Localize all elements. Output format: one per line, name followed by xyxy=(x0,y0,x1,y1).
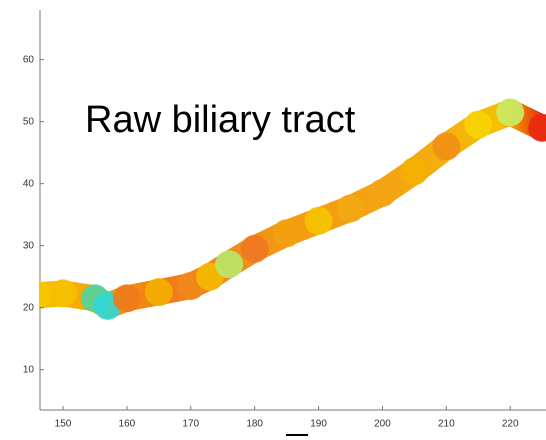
x-tick-label: 200 xyxy=(374,419,391,430)
chart: Raw biliary tract 150 160 170 180 190 200 210 2… xyxy=(0,0,546,440)
annotation: Raw biliary tract xyxy=(85,99,356,141)
tube-node xyxy=(368,179,396,207)
x-tick-label: 220 xyxy=(502,419,519,430)
tube-node xyxy=(400,157,428,185)
tube-node xyxy=(241,235,269,263)
y-tick-label: 50 xyxy=(23,116,35,127)
x-tick-label: 150 xyxy=(55,419,72,430)
y-tick-label: 20 xyxy=(23,302,35,313)
tube-node xyxy=(215,250,243,278)
x-tick-label: 210 xyxy=(438,419,455,430)
tube-node xyxy=(305,207,333,235)
tube-node xyxy=(432,132,460,160)
x-tick-label: 180 xyxy=(246,419,263,430)
tube-node xyxy=(273,219,301,247)
y-tick-label: 10 xyxy=(23,364,35,375)
y-tick-label: 30 xyxy=(23,240,35,251)
tube xyxy=(37,112,542,305)
tube-node xyxy=(464,111,492,139)
tube-node xyxy=(49,279,77,307)
x-tick-label: 160 xyxy=(119,419,136,430)
tube-node xyxy=(496,98,524,126)
y-tick-label: 40 xyxy=(23,178,35,189)
x-tick-label: 190 xyxy=(310,419,327,430)
tube-node xyxy=(145,278,173,306)
tube-node xyxy=(113,284,141,312)
tube-node xyxy=(337,194,365,222)
x-tick-label: 170 xyxy=(182,419,199,430)
y-tick-label: 60 xyxy=(23,54,35,65)
